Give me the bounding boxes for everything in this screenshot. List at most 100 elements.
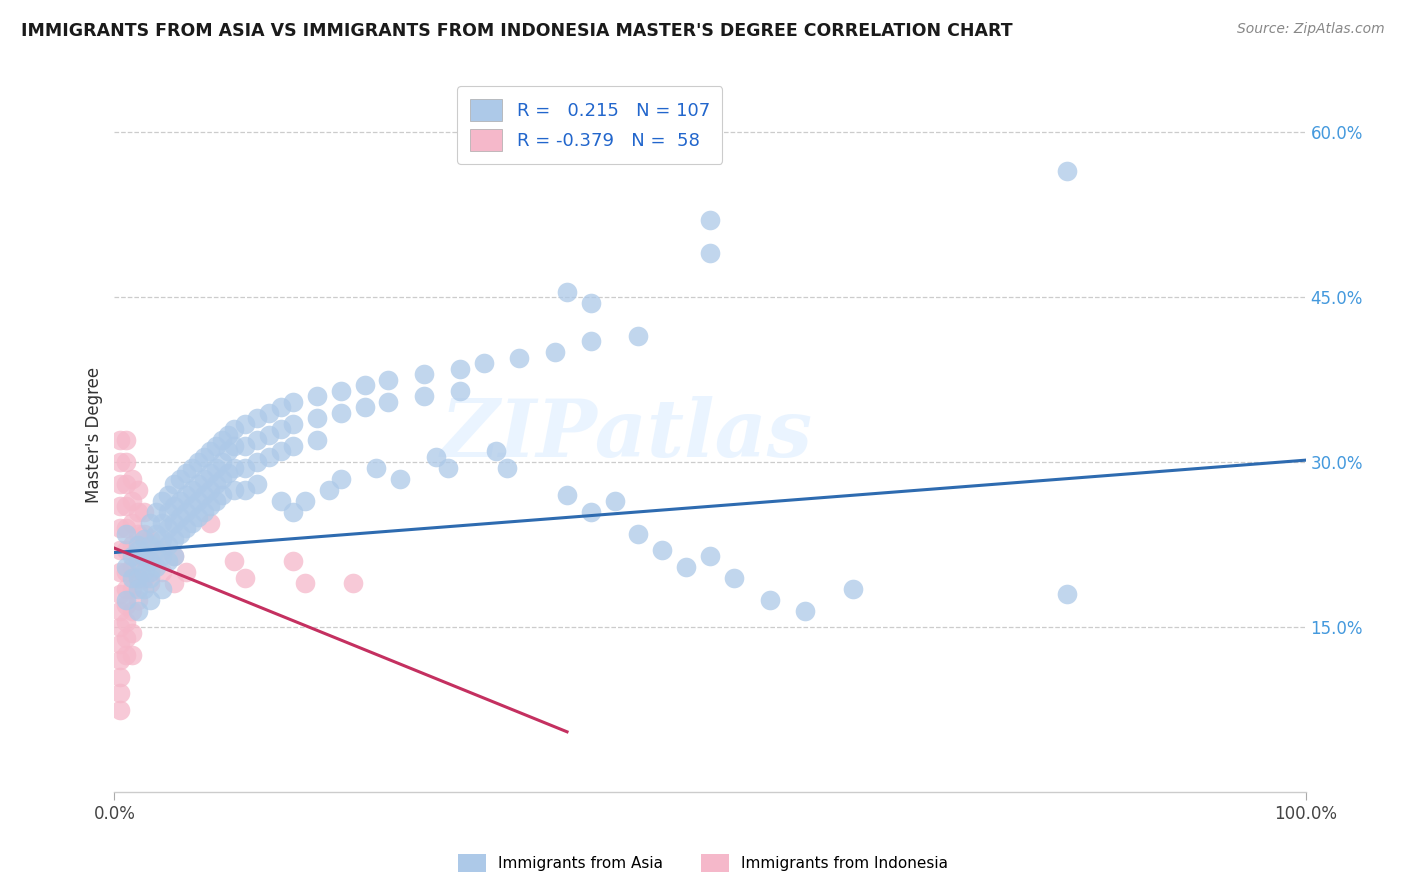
- Point: [579, 505, 602, 519]
- Point: [121, 648, 143, 662]
- Point: [115, 599, 138, 613]
- Point: [377, 395, 399, 409]
- Point: [121, 559, 143, 574]
- Point: [139, 592, 162, 607]
- Point: [579, 296, 602, 310]
- Point: [134, 549, 156, 563]
- Point: [294, 493, 316, 508]
- Point: [235, 483, 257, 497]
- Point: [198, 444, 221, 458]
- Point: [294, 576, 316, 591]
- Point: [134, 549, 156, 563]
- Point: [235, 417, 257, 431]
- Point: [110, 686, 132, 700]
- Point: [115, 615, 138, 629]
- Legend: R =   0.215   N = 107, R = -0.379   N =  58: R = 0.215 N = 107, R = -0.379 N = 58: [457, 87, 723, 164]
- Point: [145, 543, 167, 558]
- Point: [180, 516, 202, 530]
- Point: [651, 543, 673, 558]
- Point: [222, 422, 245, 436]
- Point: [425, 450, 447, 464]
- Point: [121, 571, 143, 585]
- Point: [579, 334, 602, 349]
- Point: [204, 477, 226, 491]
- Point: [204, 461, 226, 475]
- Point: [217, 444, 239, 458]
- Point: [174, 505, 197, 519]
- Point: [723, 571, 745, 585]
- Point: [163, 500, 186, 514]
- Point: [180, 500, 202, 514]
- Point: [156, 554, 179, 568]
- Point: [163, 533, 186, 547]
- Point: [193, 450, 215, 464]
- Point: [198, 467, 221, 481]
- Point: [110, 477, 132, 491]
- Point: [156, 521, 179, 535]
- Point: [127, 592, 149, 607]
- Point: [389, 472, 412, 486]
- Point: [139, 554, 162, 568]
- Point: [449, 384, 471, 398]
- Point: [187, 510, 209, 524]
- Point: [305, 389, 328, 403]
- Point: [270, 493, 292, 508]
- Text: ZIPatlas: ZIPatlas: [440, 396, 813, 474]
- Point: [217, 467, 239, 481]
- Point: [121, 493, 143, 508]
- Point: [180, 483, 202, 497]
- Point: [699, 246, 721, 260]
- Point: [259, 428, 281, 442]
- Y-axis label: Master's Degree: Master's Degree: [86, 367, 103, 503]
- Point: [222, 554, 245, 568]
- Point: [222, 439, 245, 453]
- Point: [134, 526, 156, 541]
- Point: [627, 526, 650, 541]
- Point: [127, 571, 149, 585]
- Point: [342, 576, 364, 591]
- Point: [366, 461, 388, 475]
- Point: [169, 472, 191, 486]
- Point: [1056, 164, 1078, 178]
- Point: [603, 493, 626, 508]
- Point: [150, 582, 173, 596]
- Point: [145, 505, 167, 519]
- Point: [193, 505, 215, 519]
- Point: [217, 428, 239, 442]
- Point: [627, 329, 650, 343]
- Point: [842, 582, 865, 596]
- Point: [110, 434, 132, 448]
- Point: [121, 625, 143, 640]
- Point: [115, 582, 138, 596]
- Point: [145, 526, 167, 541]
- Point: [139, 533, 162, 547]
- Point: [1056, 587, 1078, 601]
- Point: [110, 521, 132, 535]
- Point: [353, 401, 375, 415]
- Point: [675, 559, 697, 574]
- Point: [156, 488, 179, 502]
- Point: [163, 549, 186, 563]
- Point: [150, 549, 173, 563]
- Point: [169, 510, 191, 524]
- Point: [115, 592, 138, 607]
- Text: Source: ZipAtlas.com: Source: ZipAtlas.com: [1237, 22, 1385, 37]
- Point: [145, 559, 167, 574]
- Point: [508, 351, 530, 365]
- Point: [281, 505, 304, 519]
- Point: [544, 345, 567, 359]
- Point: [127, 571, 149, 585]
- Point: [329, 406, 352, 420]
- Point: [110, 587, 132, 601]
- Point: [156, 505, 179, 519]
- Point: [187, 493, 209, 508]
- Point: [211, 434, 233, 448]
- Point: [139, 576, 162, 591]
- Point: [139, 566, 162, 580]
- Point: [134, 505, 156, 519]
- Point: [246, 411, 269, 425]
- Point: [127, 582, 149, 596]
- Point: [281, 395, 304, 409]
- Point: [163, 576, 186, 591]
- Point: [115, 477, 138, 491]
